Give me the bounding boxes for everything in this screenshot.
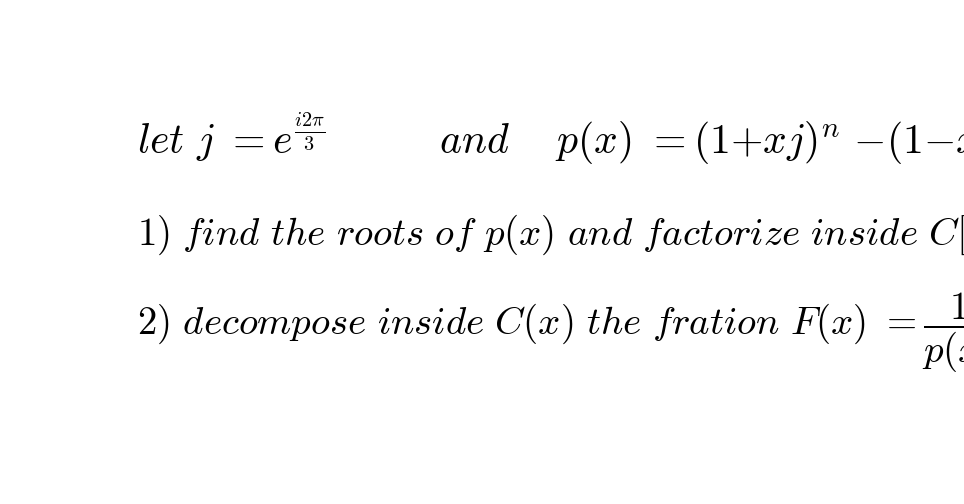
Text: $1)\ find\ the\ roots\ of\ p(x)\ and\ factorize\ inside\ C[x]\ p(x)$: $1)\ find\ the\ roots\ of\ p(x)\ and\ fa… [137,213,964,257]
Text: $2)\ decompose\ inside\ C(x)\ the\ fration\ F(x)\ {=}\dfrac{1}{p(x)}\ .$: $2)\ decompose\ inside\ C(x)\ the\ frati… [137,290,964,374]
Text: $let\ j\ {=}e^{\frac{i2\pi}{3}}$$\quad\quad\quad and \quad\ p(x)\ {=}(1{+}xj)^{n: $let\ j\ {=}e^{\frac{i2\pi}{3}}$$\quad\q… [137,110,964,166]
